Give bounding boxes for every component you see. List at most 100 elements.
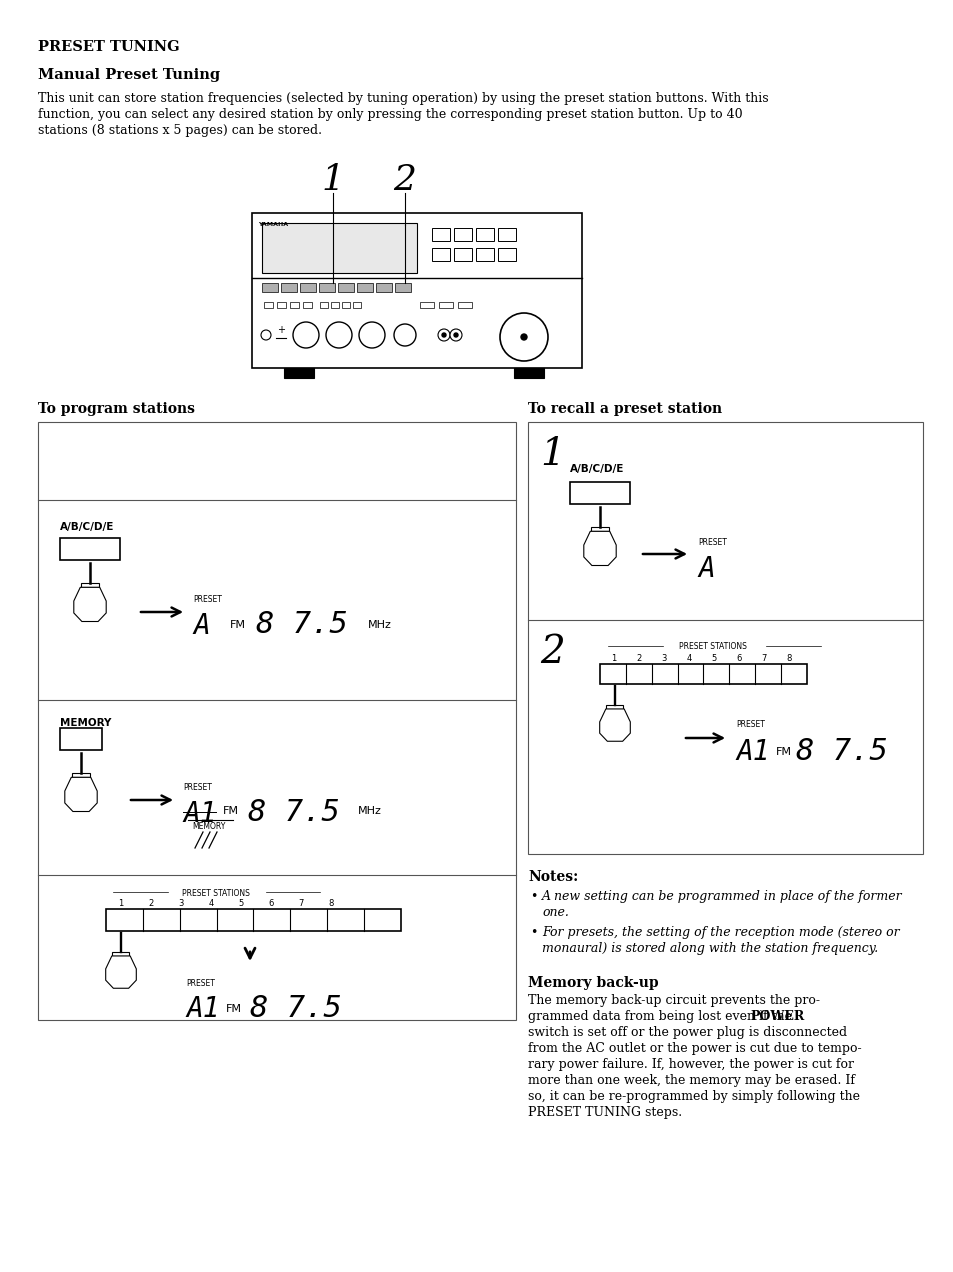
- Circle shape: [450, 329, 461, 341]
- Text: 1: 1: [321, 163, 344, 197]
- Text: stations (8 stations x 5 pages) can be stored.: stations (8 stations x 5 pages) can be s…: [38, 123, 322, 137]
- Text: one.: one.: [541, 906, 568, 918]
- Bar: [38, 422, 516, 1020]
- Text: FM: FM: [230, 619, 246, 630]
- Bar: [497, 248, 516, 261]
- Text: 6: 6: [736, 654, 740, 663]
- Bar: [432, 248, 450, 261]
- Bar: [262, 282, 277, 293]
- Text: This unit can store station frequencies (selected by tuning operation) by using : This unit can store station frequencies …: [38, 92, 768, 106]
- Bar: [318, 282, 335, 293]
- Text: 8: 8: [785, 654, 791, 663]
- Text: 8: 8: [328, 899, 334, 908]
- Bar: [419, 301, 434, 308]
- Text: •: •: [530, 890, 537, 903]
- Bar: [252, 212, 581, 368]
- Text: from the AC outlet or the power is cut due to tempo-: from the AC outlet or the power is cut d…: [527, 1042, 861, 1054]
- Bar: [395, 282, 411, 293]
- Text: PRESET: PRESET: [698, 538, 726, 547]
- Text: 1: 1: [118, 899, 124, 908]
- Text: grammed data from being lost even if the: grammed data from being lost even if the: [527, 1010, 795, 1023]
- Bar: [303, 301, 312, 308]
- Text: For presets, the setting of the reception mode (stereo or: For presets, the setting of the receptio…: [541, 926, 899, 939]
- Text: 4: 4: [685, 654, 691, 663]
- Bar: [60, 728, 102, 750]
- Bar: [375, 282, 392, 293]
- Bar: [606, 705, 623, 709]
- Text: switch is set off or the power plug is disconnected: switch is set off or the power plug is d…: [527, 1027, 846, 1039]
- Text: POWER: POWER: [749, 1010, 803, 1023]
- Bar: [527, 422, 923, 854]
- Text: 4: 4: [208, 899, 213, 908]
- Bar: [590, 527, 608, 532]
- Bar: [356, 282, 373, 293]
- Text: 7: 7: [298, 899, 303, 908]
- Text: 6: 6: [268, 899, 274, 908]
- Text: A/B/C/D/E: A/B/C/D/E: [60, 522, 114, 532]
- Bar: [353, 301, 360, 308]
- Bar: [264, 301, 273, 308]
- Polygon shape: [106, 957, 136, 988]
- Circle shape: [441, 333, 446, 337]
- Text: FM: FM: [226, 1004, 242, 1014]
- Circle shape: [520, 335, 526, 340]
- Text: PRESET: PRESET: [183, 784, 212, 792]
- Text: 2: 2: [539, 633, 564, 672]
- Circle shape: [394, 324, 416, 346]
- Text: Notes:: Notes:: [527, 870, 578, 884]
- Text: MHz: MHz: [368, 619, 392, 630]
- Bar: [106, 909, 400, 931]
- Text: FM: FM: [223, 806, 239, 817]
- Text: 5: 5: [711, 654, 716, 663]
- Text: A1: A1: [183, 800, 216, 828]
- Text: MEMORY: MEMORY: [192, 822, 225, 831]
- Bar: [71, 773, 90, 777]
- Text: PRESET: PRESET: [735, 720, 764, 729]
- Text: PRESET TUNING steps.: PRESET TUNING steps.: [527, 1105, 681, 1119]
- Text: 2: 2: [393, 163, 416, 197]
- Text: 8 7.5: 8 7.5: [255, 611, 348, 639]
- Polygon shape: [599, 709, 630, 742]
- Text: A1: A1: [735, 738, 769, 766]
- Text: PRESET TUNING: PRESET TUNING: [38, 39, 179, 53]
- Text: PRESET: PRESET: [193, 595, 222, 604]
- Text: To recall a preset station: To recall a preset station: [527, 402, 721, 416]
- Bar: [454, 248, 472, 261]
- Text: PRESET STATIONS: PRESET STATIONS: [679, 642, 746, 651]
- Text: 7: 7: [760, 654, 766, 663]
- Circle shape: [293, 322, 318, 349]
- Bar: [281, 282, 296, 293]
- Text: Manual Preset Tuning: Manual Preset Tuning: [38, 67, 220, 81]
- Text: 5: 5: [238, 899, 243, 908]
- Text: Memory back-up: Memory back-up: [527, 976, 658, 990]
- Bar: [476, 228, 494, 240]
- Bar: [319, 301, 328, 308]
- Circle shape: [326, 322, 352, 349]
- Text: MHz: MHz: [357, 806, 381, 817]
- Bar: [341, 301, 350, 308]
- Polygon shape: [65, 777, 97, 812]
- Text: more than one week, the memory may be erased. If: more than one week, the memory may be er…: [527, 1074, 854, 1088]
- Text: 8 7.5: 8 7.5: [795, 736, 887, 766]
- Bar: [432, 228, 450, 240]
- Text: 1: 1: [611, 654, 616, 663]
- Text: 3: 3: [660, 654, 666, 663]
- Text: 8 7.5: 8 7.5: [250, 993, 341, 1023]
- Circle shape: [437, 329, 450, 341]
- Bar: [112, 951, 130, 957]
- Bar: [299, 282, 315, 293]
- Bar: [276, 301, 286, 308]
- Bar: [337, 282, 354, 293]
- Text: A: A: [698, 555, 714, 583]
- Bar: [599, 664, 806, 684]
- Text: The memory back-up circuit prevents the pro-: The memory back-up circuit prevents the …: [527, 993, 820, 1007]
- Text: rary power failure. If, however, the power is cut for: rary power failure. If, however, the pow…: [527, 1058, 853, 1071]
- Circle shape: [261, 329, 271, 340]
- Bar: [569, 482, 629, 504]
- Text: A: A: [193, 612, 210, 640]
- Polygon shape: [583, 532, 616, 566]
- Text: A new setting can be programmed in place of the former: A new setting can be programmed in place…: [541, 890, 902, 903]
- Bar: [497, 228, 516, 240]
- Text: A1: A1: [186, 995, 219, 1023]
- Circle shape: [358, 322, 385, 349]
